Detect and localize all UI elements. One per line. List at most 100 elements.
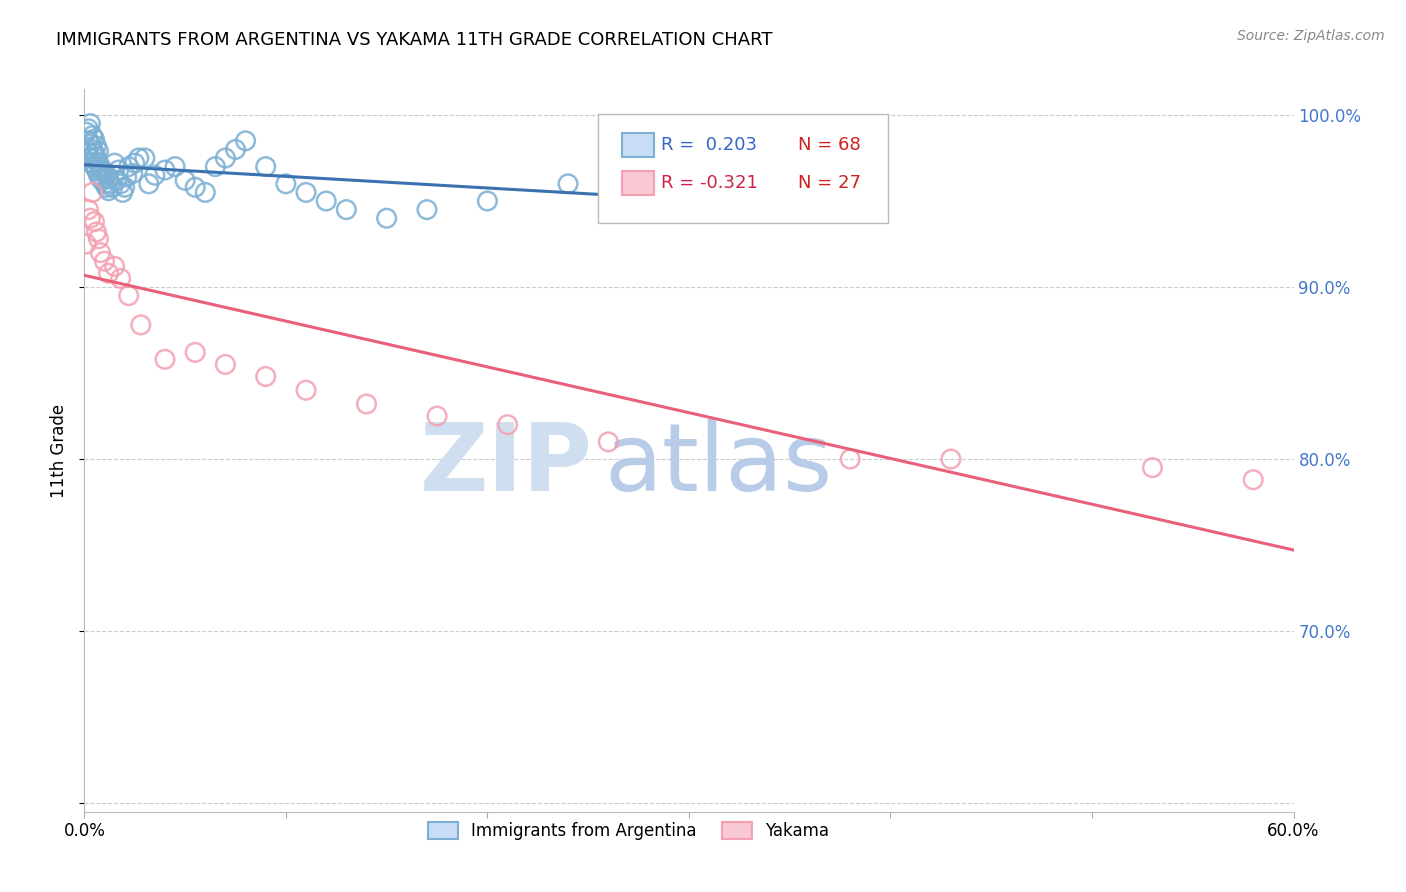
Point [118, 288, 141, 302]
FancyBboxPatch shape [623, 171, 654, 195]
Point [104, 156, 127, 170]
Point [87, 232, 110, 246]
Point [91, 163, 114, 178]
Point [214, 358, 236, 372]
Point [104, 168, 127, 182]
Point [93, 254, 115, 268]
Point [79, 137, 101, 152]
FancyBboxPatch shape [599, 114, 889, 223]
Point [426, 409, 449, 423]
Point [86, 163, 108, 178]
Point [89, 160, 111, 174]
Point [79, 151, 101, 165]
Point [295, 384, 318, 398]
Point [204, 160, 226, 174]
Point [105, 173, 128, 187]
Point [110, 177, 132, 191]
Point [104, 260, 127, 274]
Point [82, 156, 104, 170]
Point [335, 202, 357, 217]
Point [779, 168, 801, 182]
Point [77, 145, 100, 160]
Point [77, 134, 100, 148]
Point [718, 177, 741, 191]
Point [356, 397, 378, 411]
Point [79, 117, 101, 131]
Point [124, 156, 146, 170]
Point [598, 434, 620, 449]
Point [375, 211, 398, 226]
Point [83, 160, 105, 174]
Point [75, 142, 97, 156]
Point [121, 166, 143, 180]
Y-axis label: 11th Grade: 11th Grade [49, 403, 67, 498]
Point [114, 180, 136, 194]
Point [477, 194, 499, 208]
Point [77, 202, 100, 217]
Point [100, 177, 122, 191]
FancyBboxPatch shape [623, 133, 654, 157]
Point [138, 177, 160, 191]
Point [225, 142, 247, 156]
Point [637, 186, 659, 200]
Point [174, 173, 197, 187]
Point [184, 345, 207, 359]
Point [89, 171, 111, 186]
Point [96, 168, 118, 182]
Point [254, 369, 277, 384]
Point [86, 225, 108, 239]
Point [111, 186, 134, 200]
Point [93, 165, 115, 179]
Point [1142, 460, 1164, 475]
Point [315, 194, 337, 208]
Point [1241, 473, 1264, 487]
Text: IMMIGRANTS FROM ARGENTINA VS YAKAMA 11TH GRADE CORRELATION CHART: IMMIGRANTS FROM ARGENTINA VS YAKAMA 11TH… [56, 31, 773, 49]
Text: R =  0.203: R = 0.203 [661, 136, 756, 153]
Point [214, 151, 236, 165]
Point [93, 177, 115, 191]
Text: Source: ZipAtlas.com: Source: ZipAtlas.com [1237, 29, 1385, 43]
Point [235, 134, 257, 148]
Point [134, 151, 156, 165]
Point [86, 151, 108, 165]
Point [184, 180, 207, 194]
Point [77, 121, 100, 136]
Point [97, 266, 120, 280]
Point [79, 211, 101, 226]
Point [87, 156, 110, 170]
Point [143, 168, 166, 182]
Point [839, 452, 862, 467]
Legend: Immigrants from Argentina, Yakama: Immigrants from Argentina, Yakama [422, 815, 835, 847]
Point [128, 151, 150, 165]
Point [83, 132, 105, 146]
Point [295, 186, 318, 200]
Point [153, 352, 176, 367]
Point [939, 452, 962, 467]
Point [87, 168, 110, 182]
Point [82, 186, 104, 200]
Point [82, 142, 104, 156]
Point [96, 180, 118, 194]
Text: atlas: atlas [605, 419, 832, 511]
Point [97, 184, 120, 198]
Point [129, 318, 152, 332]
Point [107, 163, 129, 178]
Point [416, 202, 439, 217]
Point [87, 144, 110, 158]
Text: N = 68: N = 68 [797, 136, 860, 153]
Point [89, 245, 111, 260]
Text: ZIP: ZIP [419, 419, 592, 511]
Point [274, 177, 297, 191]
Point [153, 163, 176, 178]
Point [115, 169, 138, 184]
Point [82, 128, 104, 143]
Point [83, 215, 105, 229]
Point [91, 173, 114, 187]
Point [75, 125, 97, 139]
Point [194, 186, 217, 200]
Point [496, 417, 519, 432]
Point [110, 271, 132, 285]
Point [101, 180, 124, 194]
Point [86, 139, 108, 153]
Point [254, 160, 277, 174]
